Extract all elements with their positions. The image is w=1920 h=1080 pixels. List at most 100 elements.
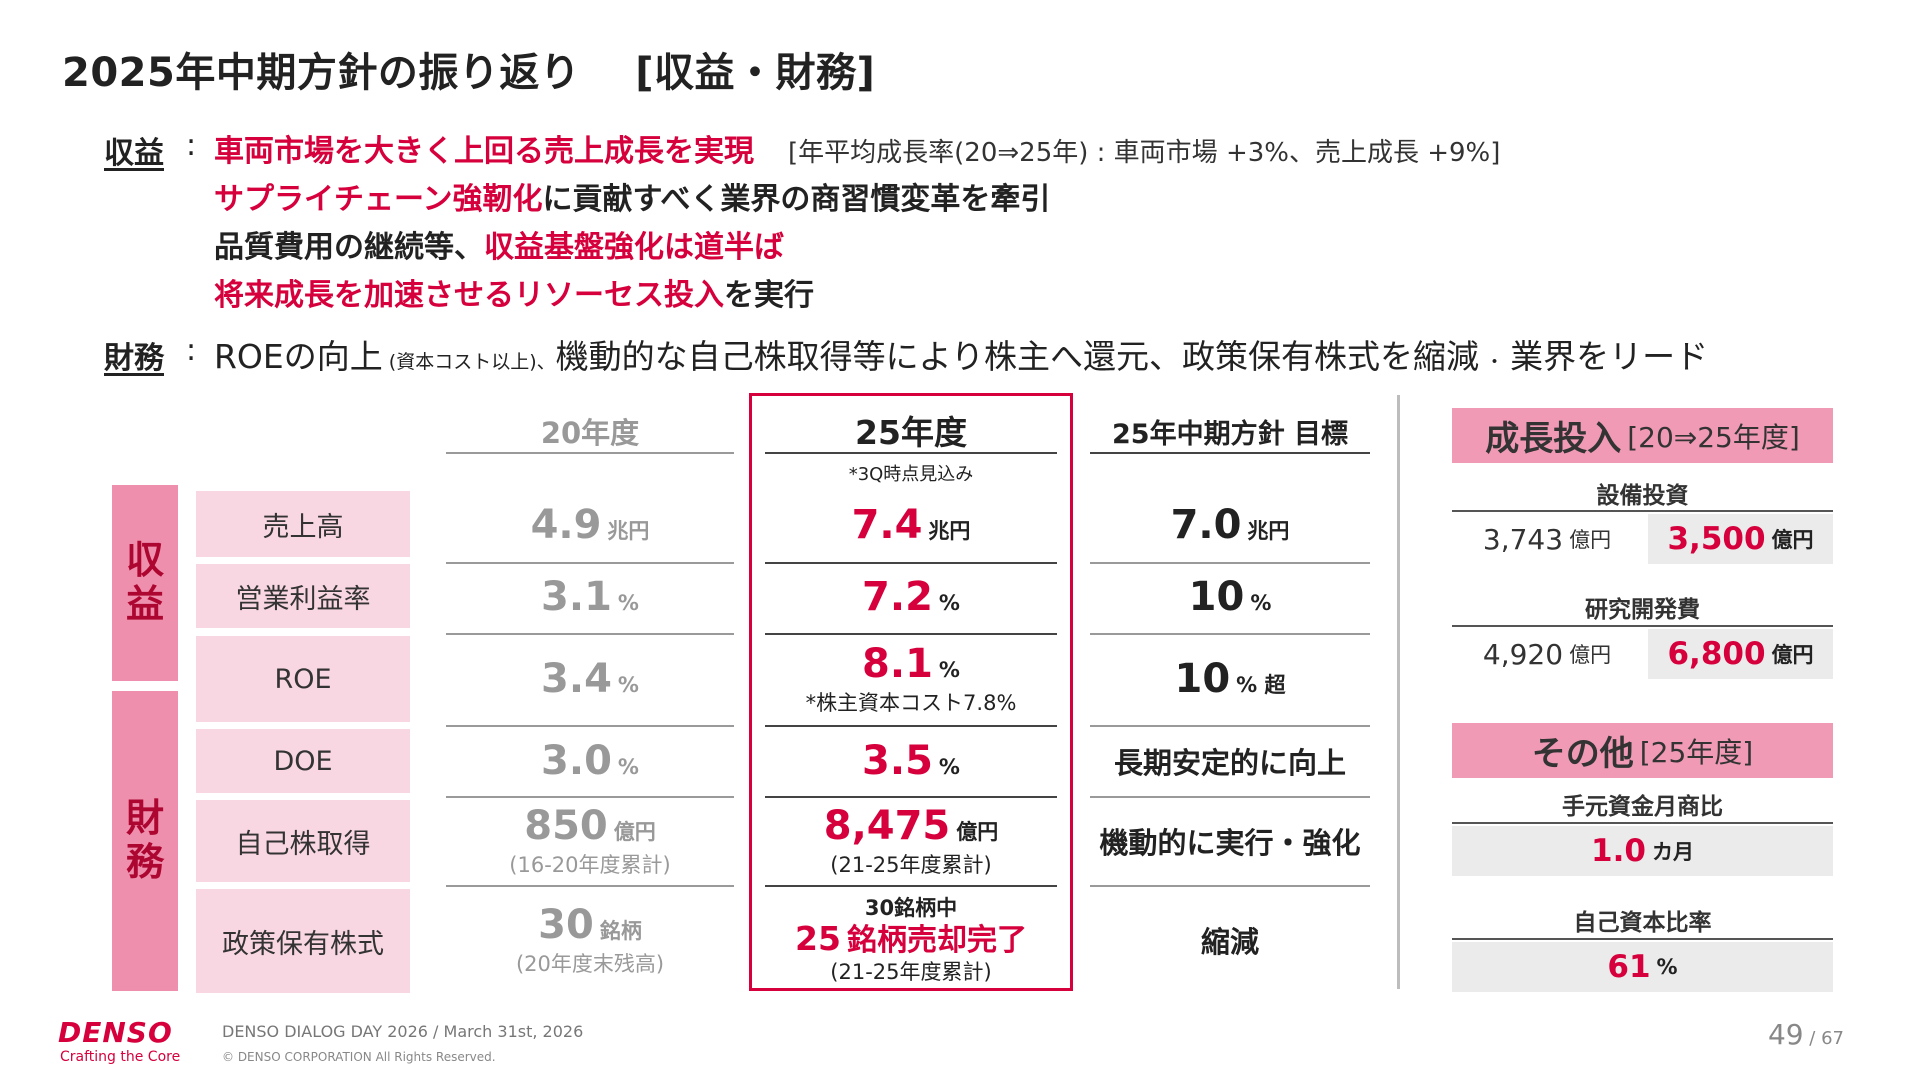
- finance-lead-text: 業界をリード: [1510, 337, 1709, 376]
- value: 1.0: [1591, 833, 1646, 869]
- value: 30: [538, 902, 594, 948]
- unit: %: [617, 673, 639, 697]
- value: 7.4: [851, 502, 923, 548]
- row-rule: [446, 633, 734, 635]
- col-header-target-rule: [1090, 452, 1370, 454]
- value: 10: [1174, 656, 1231, 702]
- row-label-roe: ROE: [196, 636, 410, 722]
- category-revenue-char-1: 収: [125, 538, 164, 583]
- value: 8.1: [862, 641, 933, 687]
- cell-buyback-fy25: 8,475 億円 (21-25年度累計): [765, 799, 1057, 883]
- revenue-line-2: サプライチェーン強靭化に貢献すべく業界の商習慣変革を牽引: [214, 174, 1050, 218]
- value: 3.4: [541, 656, 612, 702]
- cell-doe-target: 長期安定的に向上: [1090, 729, 1370, 793]
- unit: 億円: [1569, 643, 1612, 667]
- unit: 銘柄売却完了: [846, 922, 1027, 958]
- unit: 兆円: [928, 519, 971, 543]
- cash-ratio-value: 1.0 カ月: [1452, 826, 1833, 876]
- row-rule: [765, 885, 1057, 887]
- finance-separator: ・: [1478, 351, 1511, 373]
- category-revenue-char-2: 益: [125, 582, 164, 626]
- unit: 兆円: [1247, 519, 1290, 543]
- row-rule: [1090, 725, 1370, 727]
- other-header: その他 [25年度]: [1452, 723, 1833, 778]
- unit: 億円: [1771, 643, 1814, 667]
- pre-text: 30銘柄中: [864, 895, 958, 920]
- period-note: (21-25年度累計): [830, 853, 992, 877]
- row-rule: [1090, 562, 1370, 564]
- value: 7.0: [1170, 502, 1242, 548]
- value: 3.1: [541, 574, 612, 620]
- current-page: 49: [1767, 1018, 1804, 1051]
- value: 3,500: [1667, 521, 1766, 557]
- value: 10: [1188, 574, 1245, 620]
- value: 8,475: [823, 803, 951, 849]
- capex-label: 設備投資: [1596, 483, 1689, 509]
- cell-roe-fy20: 3.4%: [446, 636, 734, 722]
- denso-logo: DENSO: [58, 1016, 173, 1049]
- unit: % 超: [1236, 673, 1286, 697]
- value: 6,800: [1667, 636, 1766, 672]
- rnd-rule: [1452, 625, 1833, 627]
- cell-roe-target: 10% 超: [1090, 636, 1370, 722]
- growth-investment-header: 成長投入 [20⇒25年度]: [1452, 408, 1833, 463]
- period-note: (16-20年度累計): [509, 853, 671, 877]
- finance-return-text: 機動的な自己株取得等により株主へ還元、政策保有株式を縮減: [555, 337, 1479, 376]
- unit: %: [938, 755, 960, 779]
- fy25-forecast-note: *3Q時点見込み: [848, 464, 974, 485]
- event-name: DENSO DIALOG DAY 2026 / March 31st, 2026: [222, 1022, 584, 1041]
- row-label-buyback: 自己株取得: [196, 800, 410, 882]
- revenue-growth-note: [年平均成長率(20⇒25年) : 車両市場 +3%、売上成長 +9%]: [788, 138, 1501, 168]
- finance-label: 財務: [104, 341, 164, 376]
- col-header-fy20: 20年度: [540, 416, 640, 450]
- capex-fy25: 3,500 億円: [1648, 514, 1833, 564]
- cell-doe-fy25: 3.5%: [765, 729, 1057, 793]
- cell-sales-target: 7.0 兆円: [1090, 492, 1370, 558]
- revenue-line-4: 将来成長を加速させるリソーセス投入を実行: [214, 270, 814, 314]
- cell-sales-fy20: 4.9 兆円: [446, 492, 734, 558]
- unit: %: [938, 658, 960, 682]
- unit: 億円: [1771, 528, 1814, 552]
- row-label-op-margin: 営業利益率: [196, 564, 410, 628]
- row-rule: [1090, 885, 1370, 887]
- row-rule: [446, 562, 734, 564]
- revenue-line-4-text: を実行: [724, 278, 814, 313]
- revenue-line-3: 品質費用の継続等、収益基盤強化は道半ば: [214, 222, 784, 266]
- col-header-fy20-rule: [446, 452, 734, 454]
- target-text: 縮減: [1200, 925, 1259, 959]
- cash-ratio-rule: [1452, 822, 1833, 824]
- value: 3.0: [541, 738, 612, 784]
- rnd-label: 研究開発費: [1585, 597, 1700, 623]
- unit: %: [938, 591, 960, 615]
- rnd-fy20: 4,920 億円: [1452, 629, 1642, 679]
- value: 4,920: [1482, 637, 1564, 671]
- value: 3,743: [1482, 522, 1564, 556]
- value: 7.2: [862, 574, 933, 620]
- unit: 億円: [1569, 528, 1612, 552]
- cell-roe-fy25: 8.1% *株主資本コスト7.8%: [765, 636, 1057, 722]
- unit: %: [1656, 955, 1678, 979]
- value: 25: [795, 918, 841, 958]
- fy25-highlight-box: [749, 393, 1073, 991]
- unit: 兆円: [607, 519, 650, 543]
- finance-colon: :: [186, 333, 197, 368]
- revenue-line-1-highlight: 車両市場を大きく上回る売上成長を実現: [214, 134, 754, 169]
- target-text: 長期安定的に向上: [1113, 746, 1346, 780]
- cell-cross-shareholdings-fy20: 30 銘柄 (20年度末残高): [446, 888, 734, 992]
- copyright: © DENSO CORPORATION All Rights Reserved.: [222, 1050, 496, 1064]
- total-pages: / 67: [1803, 1028, 1844, 1049]
- row-rule: [765, 633, 1057, 635]
- cell-sales-fy25: 7.4 兆円: [765, 492, 1057, 558]
- cost-of-equity-note: *株主資本コスト7.8%: [805, 691, 1017, 715]
- col-header-fy25: 25年度: [855, 413, 967, 452]
- period-note: (20年度末残高): [515, 952, 665, 976]
- value: 4.9: [530, 502, 602, 548]
- row-label-doe: DOE: [196, 729, 410, 793]
- revenue-line-3-highlight: 収益基盤強化は道半ば: [484, 230, 784, 265]
- row-rule: [1090, 796, 1370, 798]
- unit: 銘柄: [599, 919, 642, 943]
- revenue-line-1: 車両市場を大きく上回る売上成長を実現 [年平均成長率(20⇒25年) : 車両市場…: [214, 126, 1500, 170]
- unit: %: [617, 755, 639, 779]
- unit: 億円: [613, 820, 656, 844]
- row-label-cross-shareholdings: 政策保有株式: [196, 889, 410, 993]
